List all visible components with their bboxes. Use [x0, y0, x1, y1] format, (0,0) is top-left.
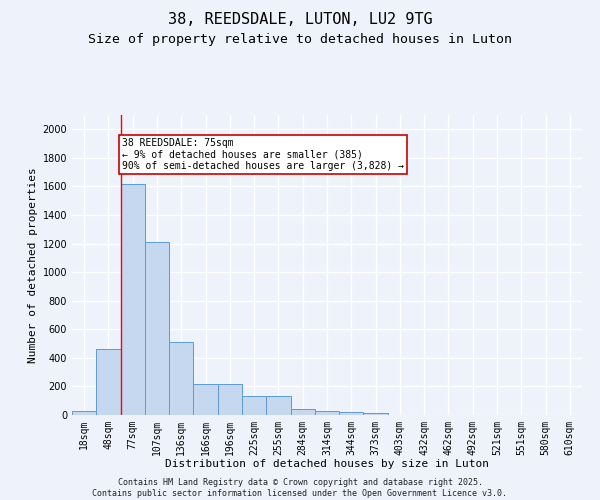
- Bar: [242, 396, 266, 415]
- Text: 38, REEDSDALE, LUTON, LU2 9TG: 38, REEDSDALE, LUTON, LU2 9TG: [167, 12, 433, 28]
- Text: Size of property relative to detached houses in Luton: Size of property relative to detached ho…: [88, 32, 512, 46]
- Bar: [145, 242, 169, 415]
- Bar: [315, 410, 339, 415]
- Bar: [96, 350, 121, 415]
- Bar: [193, 384, 218, 415]
- Bar: [364, 413, 388, 415]
- X-axis label: Distribution of detached houses by size in Luton: Distribution of detached houses by size …: [165, 460, 489, 469]
- Bar: [218, 384, 242, 415]
- Bar: [339, 412, 364, 415]
- Bar: [290, 410, 315, 415]
- Text: Contains HM Land Registry data © Crown copyright and database right 2025.
Contai: Contains HM Land Registry data © Crown c…: [92, 478, 508, 498]
- Bar: [169, 342, 193, 415]
- Bar: [121, 184, 145, 415]
- Text: 38 REEDSDALE: 75sqm
← 9% of detached houses are smaller (385)
90% of semi-detach: 38 REEDSDALE: 75sqm ← 9% of detached hou…: [122, 138, 404, 171]
- Bar: [72, 410, 96, 415]
- Y-axis label: Number of detached properties: Number of detached properties: [28, 167, 38, 363]
- Bar: [266, 396, 290, 415]
